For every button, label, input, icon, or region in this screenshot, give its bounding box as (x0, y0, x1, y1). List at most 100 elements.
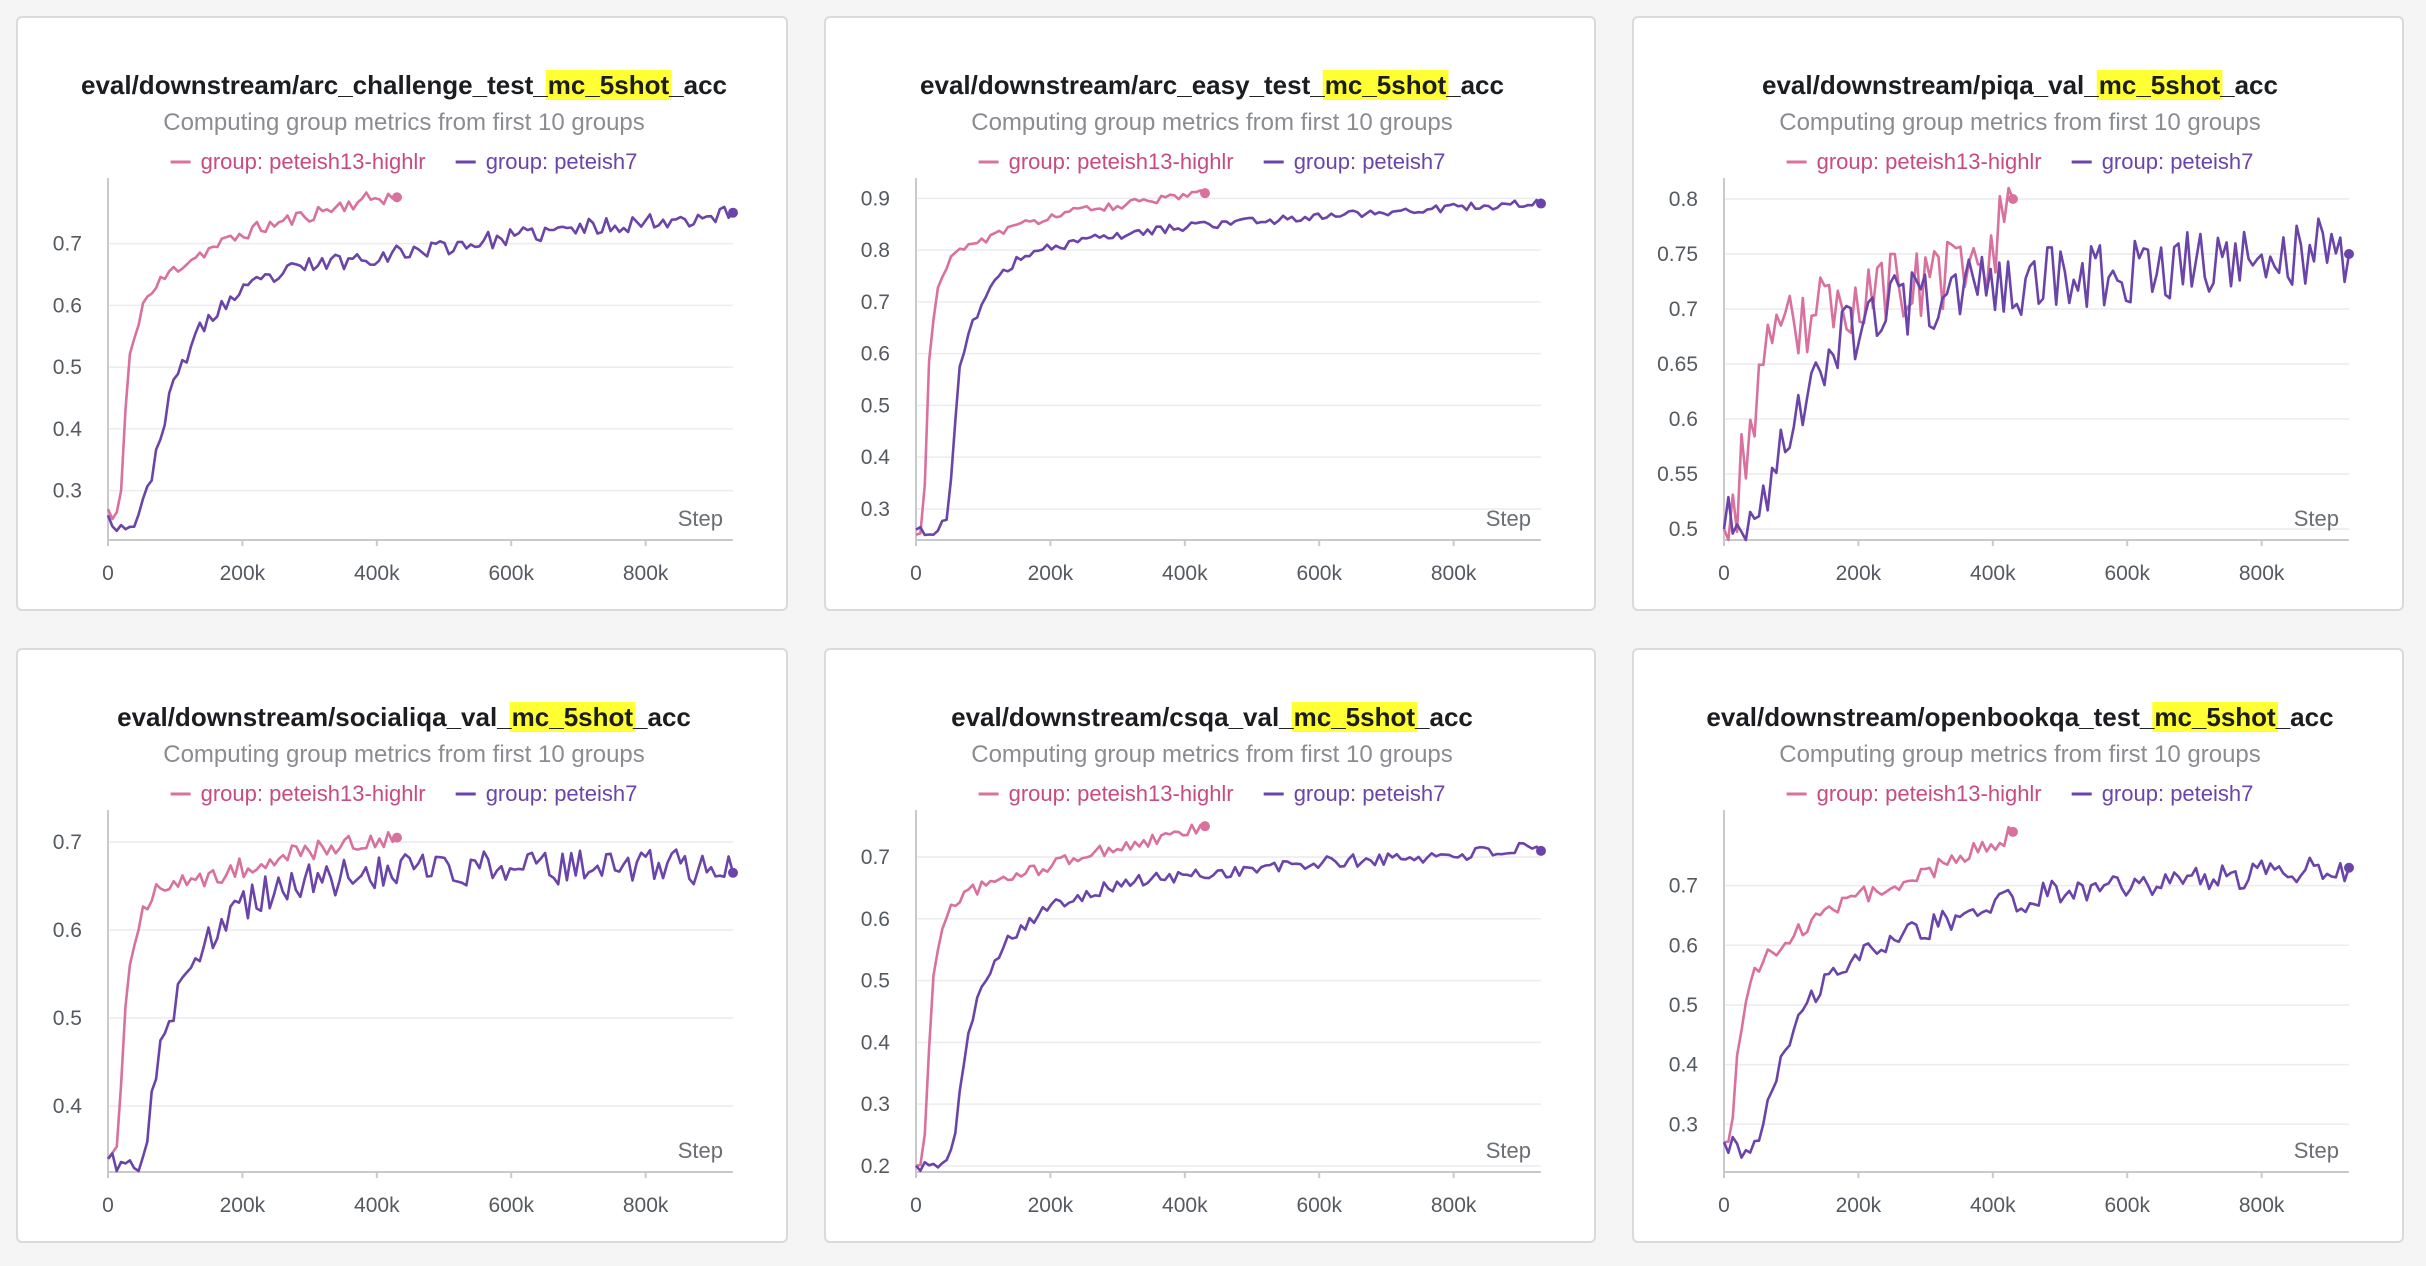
x-tick-label: 0 (102, 1194, 114, 1217)
y-tick-label: 0.6 (1669, 934, 1698, 957)
chart-subtitle: Computing group metrics from first 10 gr… (163, 741, 645, 768)
series-line-peteish13-highlr (106, 831, 398, 1160)
chart-title: eval/downstream/csqa_val_mc_5shot_acc (951, 702, 1473, 732)
legend: group: peteish13-highlr group: peteish7 (170, 149, 637, 174)
series-end-marker (1536, 845, 1546, 856)
legend-item: group: peteish7 (455, 781, 637, 806)
legend-label: group: peteish13-highlr (201, 781, 426, 806)
y-tick-label: 0.75 (1657, 243, 1698, 266)
series-line-peteish7 (106, 848, 735, 1173)
x-tick-label: 800k (623, 1194, 669, 1217)
y-tick-label: 0.4 (53, 418, 83, 441)
x-tick-label: 800k (2239, 1194, 2285, 1217)
legend-label: group: peteish13-highlr (1817, 781, 2042, 806)
y-tick-label: 0.5 (861, 970, 890, 993)
x-axis-label: Step (678, 506, 723, 531)
chart-title: eval/downstream/arc_easy_test_mc_5shot_a… (920, 70, 1504, 100)
series-line-peteish13-highlr (915, 823, 1206, 1168)
title-suffix: _acc (632, 702, 691, 732)
chart-subtitle: Computing group metrics from first 10 gr… (163, 109, 645, 136)
y-tick-label: 0.65 (1657, 353, 1698, 376)
legend-item: group: peteish7 (2071, 781, 2253, 806)
series-end-marker (2007, 826, 2018, 837)
x-tick-label: 800k (623, 562, 669, 585)
legend-label: group: peteish13-highlr (1009, 149, 1234, 174)
title-highlight-mark (509, 702, 636, 732)
legend: group: peteish13-highlr group: peteish7 (978, 781, 1446, 806)
title-highlight: mc_5shot (548, 70, 670, 100)
title-prefix: eval/downstream/arc_challenge_test_ (81, 70, 548, 100)
title-suffix: _acc (2219, 70, 2278, 100)
x-tick-label: 600k (1296, 562, 1342, 585)
y-tick-label: 0.3 (861, 498, 890, 521)
legend-item: group: peteish13-highlr (1786, 781, 2042, 806)
y-tick-label: 0.3 (1669, 1113, 1698, 1136)
y-tick-label: 0.4 (53, 1095, 83, 1118)
x-tick-label: 800k (2239, 562, 2285, 585)
legend-item: group: peteish13-highlr (170, 149, 426, 174)
series-line-peteish7 (106, 205, 734, 533)
y-tick-label: 0.7 (53, 233, 82, 256)
legend-item: group: peteish13-highlr (170, 781, 426, 806)
series-line-peteish7 (915, 198, 1542, 537)
x-axis-label: Step (2294, 1138, 2339, 1163)
series-line-peteish13-highlr (106, 191, 398, 521)
title-prefix: eval/downstream/arc_easy_test_ (920, 70, 1325, 100)
series-end-marker (2344, 249, 2354, 259)
x-axis-label: Step (1486, 506, 1531, 531)
title-prefix: eval/downstream/csqa_val_ (951, 702, 1294, 732)
title-highlight-mark (2152, 702, 2279, 732)
y-tick-label: 0.9 (861, 187, 890, 210)
x-tick-label: 600k (2104, 562, 2150, 585)
y-tick-label: 0.8 (1669, 188, 1698, 211)
title-prefix: eval/downstream/openbookqa_test_ (1706, 702, 2154, 732)
title-highlight: mc_5shot (1325, 70, 1447, 100)
series-end-marker (2007, 194, 2018, 204)
title-suffix: _acc (668, 70, 727, 100)
series-line-peteish7 (1722, 217, 2351, 542)
title-highlight-mark (1291, 702, 1418, 732)
y-tick-label: 0.5 (53, 356, 82, 379)
title-highlight: mc_5shot (1294, 702, 1416, 732)
chart-subtitle: Computing group metrics from first 10 gr… (1779, 741, 2261, 768)
legend: group: peteish13-highlr group: peteish7 (1786, 149, 2253, 174)
title-highlight-mark (2096, 70, 2223, 100)
x-tick-label: 800k (1431, 1194, 1477, 1217)
title-highlight-mark (1322, 70, 1449, 100)
y-tick-label: 0.8 (861, 239, 890, 262)
chart-svg: eval/downstream/arc_easy_test_mc_5shot_a… (861, 70, 1546, 585)
chart-panel[interactable]: eval/downstream/openbookqa_test_mc_5shot… (1632, 648, 2404, 1243)
chart-panel[interactable]: eval/downstream/arc_easy_test_mc_5shot_a… (824, 16, 1596, 611)
legend: group: peteish13-highlr group: peteish7 (978, 149, 1445, 174)
legend-item: group: peteish7 (455, 149, 637, 174)
chart-title: eval/downstream/arc_challenge_test_mc_5s… (81, 70, 727, 100)
y-tick-label: 0.7 (861, 846, 890, 869)
x-tick-label: 400k (1162, 562, 1208, 585)
x-tick-label: 0 (910, 1194, 922, 1217)
chart-panel[interactable]: eval/downstream/csqa_val_mc_5shot_acc Com… (824, 648, 1596, 1243)
chart-svg: eval/downstream/openbookqa_test_mc_5shot… (1669, 702, 2354, 1217)
chart-title: eval/downstream/openbookqa_test_mc_5shot… (1706, 702, 2333, 732)
y-tick-label: 0.55 (1657, 463, 1698, 486)
y-tick-label: 0.5 (861, 394, 890, 417)
x-tick-label: 400k (1162, 1194, 1208, 1217)
title-suffix: _acc (2275, 702, 2334, 732)
legend: group: peteish13-highlr group: peteish7 (170, 781, 637, 806)
chart-panel[interactable]: eval/downstream/piqa_val_mc_5shot_acc Com… (1632, 16, 2404, 611)
series-line-peteish13-highlr (915, 189, 1206, 537)
y-tick-label: 0.5 (1669, 518, 1698, 541)
legend-item: group: peteish7 (1263, 149, 1445, 174)
legend-label: group: peteish7 (1294, 781, 1446, 806)
x-tick-label: 200k (1028, 1194, 1074, 1217)
series-end-marker (1536, 198, 1546, 209)
y-tick-label: 0.7 (861, 291, 890, 314)
series-end-marker (1199, 188, 1210, 199)
chart-panel[interactable]: eval/downstream/socialiqa_val_mc_5shot_a… (16, 648, 788, 1243)
y-tick-label: 0.2 (861, 1155, 890, 1178)
chart-panel[interactable]: eval/downstream/arc_challenge_test_mc_5s… (16, 16, 788, 611)
title-highlight-mark (545, 70, 672, 100)
x-tick-label: 200k (220, 1194, 266, 1217)
y-tick-label: 0.4 (1669, 1054, 1699, 1077)
legend-label: group: peteish13-highlr (1817, 149, 2042, 174)
series-line-peteish13-highlr (1723, 825, 2014, 1144)
